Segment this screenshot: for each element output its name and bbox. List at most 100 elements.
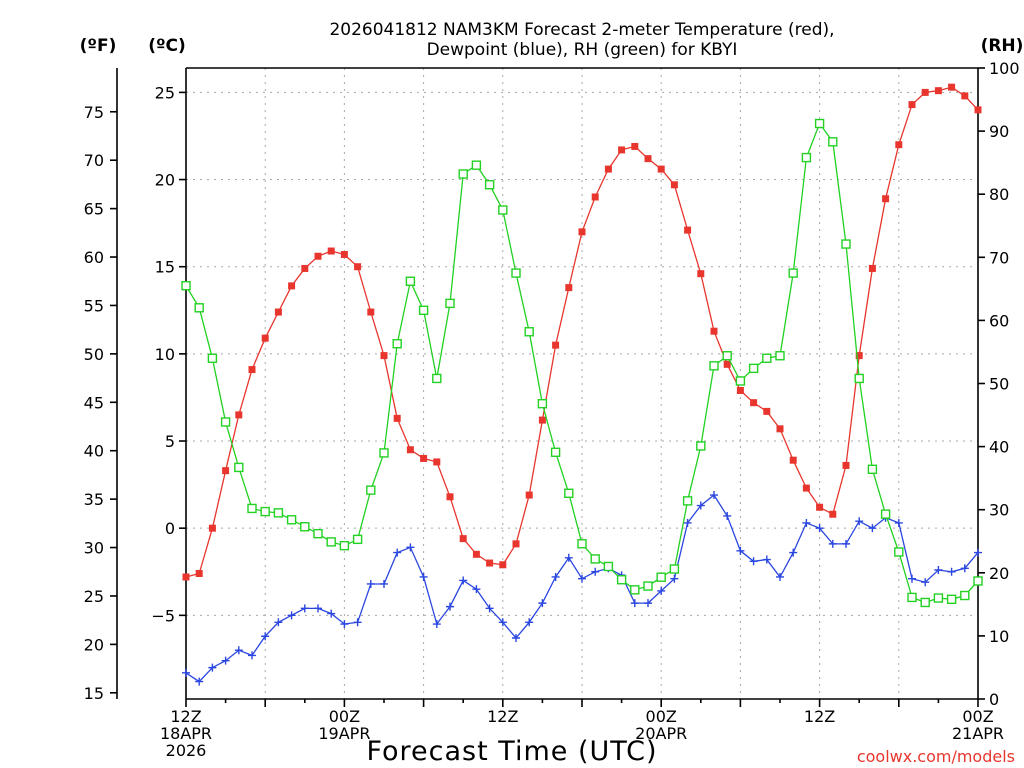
data-point [220, 417, 231, 427]
data-point [841, 239, 851, 249]
data-point [194, 303, 204, 313]
data-point [855, 352, 863, 360]
data-point [379, 448, 389, 458]
data-point [261, 334, 269, 342]
data-point [419, 572, 428, 581]
data-point [920, 597, 930, 608]
data-point [921, 578, 930, 587]
data-point [933, 593, 944, 603]
data-point [669, 564, 680, 574]
data-point [340, 620, 349, 629]
data-point [234, 462, 244, 473]
data-point [894, 547, 904, 557]
data-point [682, 496, 693, 506]
data-point [314, 252, 322, 260]
credit-link[interactable]: coolwx.com/models [857, 747, 1015, 766]
rh-tick-label: 20 [989, 564, 1009, 583]
data-point [288, 282, 296, 290]
f-tick-label: 35 [84, 490, 104, 509]
data-point [222, 467, 230, 475]
data-point [631, 142, 639, 150]
data-point [591, 567, 600, 576]
series-dewpoint [182, 491, 982, 686]
data-point [326, 537, 336, 547]
axes: 15 20 25 30 35 40 45 50 55 60 65 70 75 −5 0 5 10 15 20 25 0 1… [84, 59, 1020, 760]
data-point [300, 522, 310, 532]
f-tick-label: 20 [84, 635, 104, 654]
data-point [273, 508, 284, 518]
data-point [763, 407, 771, 415]
data-point [854, 373, 864, 384]
rh-tick-label: 10 [989, 627, 1009, 646]
data-point [855, 517, 864, 526]
data-point [498, 618, 507, 627]
c-tick-label: 5 [165, 432, 175, 451]
data-point [406, 543, 415, 552]
data-point [471, 160, 482, 170]
data-point [261, 632, 270, 641]
data-point [511, 268, 521, 278]
data-point [235, 411, 243, 419]
data-point [867, 464, 878, 475]
c-tick-label: −5 [151, 606, 175, 625]
data-point [313, 528, 323, 539]
data-point [657, 586, 666, 595]
data-point [762, 353, 772, 363]
data-point [880, 509, 891, 519]
data-point [670, 181, 678, 189]
data-point [868, 524, 877, 533]
x-tick-label: 00Z [646, 707, 677, 726]
data-point [657, 165, 665, 173]
f-tick-label: 75 [84, 103, 104, 122]
data-point [776, 425, 784, 433]
x-tick-label: 2026 [166, 741, 207, 760]
data-point [644, 599, 652, 608]
data-point [472, 585, 481, 594]
chart-title: 2026041812 NAM3KM Forecast 2-meter Tempe… [329, 20, 834, 40]
data-point [723, 360, 731, 368]
rh-unit-label: (RH) [981, 36, 1024, 56]
data-point [234, 646, 243, 655]
f-tick-label: 70 [84, 151, 104, 170]
data-point [366, 485, 376, 495]
data-point [789, 456, 797, 464]
data-point [564, 553, 573, 562]
x-tick-label: 00Z [329, 707, 360, 726]
data-point [247, 503, 257, 514]
data-point [828, 137, 838, 147]
data-point [934, 87, 942, 95]
rh-tick-label: 60 [989, 311, 1009, 330]
data-point [537, 398, 548, 409]
data-point [591, 193, 599, 201]
celsius-unit-label: (ºC) [148, 36, 186, 56]
data-point [842, 539, 850, 548]
f-tick-label: 25 [84, 587, 104, 606]
data-point [393, 548, 402, 557]
rh-tick-label: 90 [989, 122, 1009, 141]
x-tick-label: 00Z [962, 707, 993, 726]
data-point [960, 590, 970, 601]
data-point [420, 454, 428, 462]
series-2-meter-temperature [182, 83, 982, 581]
data-point [380, 352, 388, 360]
data-point [696, 501, 705, 510]
data-point [248, 366, 256, 374]
data-point [195, 677, 204, 686]
data-point [260, 506, 270, 517]
data-point [577, 539, 587, 549]
data-point [947, 567, 956, 576]
data-point [380, 579, 388, 588]
data-point [948, 83, 956, 91]
data-point [710, 327, 718, 335]
data-point [578, 574, 586, 583]
x-tick-label: 12Z [804, 707, 835, 726]
data-point [340, 251, 348, 259]
data-point [550, 447, 561, 457]
data-point [274, 308, 282, 316]
data-point [552, 341, 560, 349]
data-point [723, 511, 732, 520]
data-point [459, 535, 467, 543]
x-tick-label: 19APR [318, 724, 370, 743]
rh-tick-label: 70 [989, 248, 1009, 267]
